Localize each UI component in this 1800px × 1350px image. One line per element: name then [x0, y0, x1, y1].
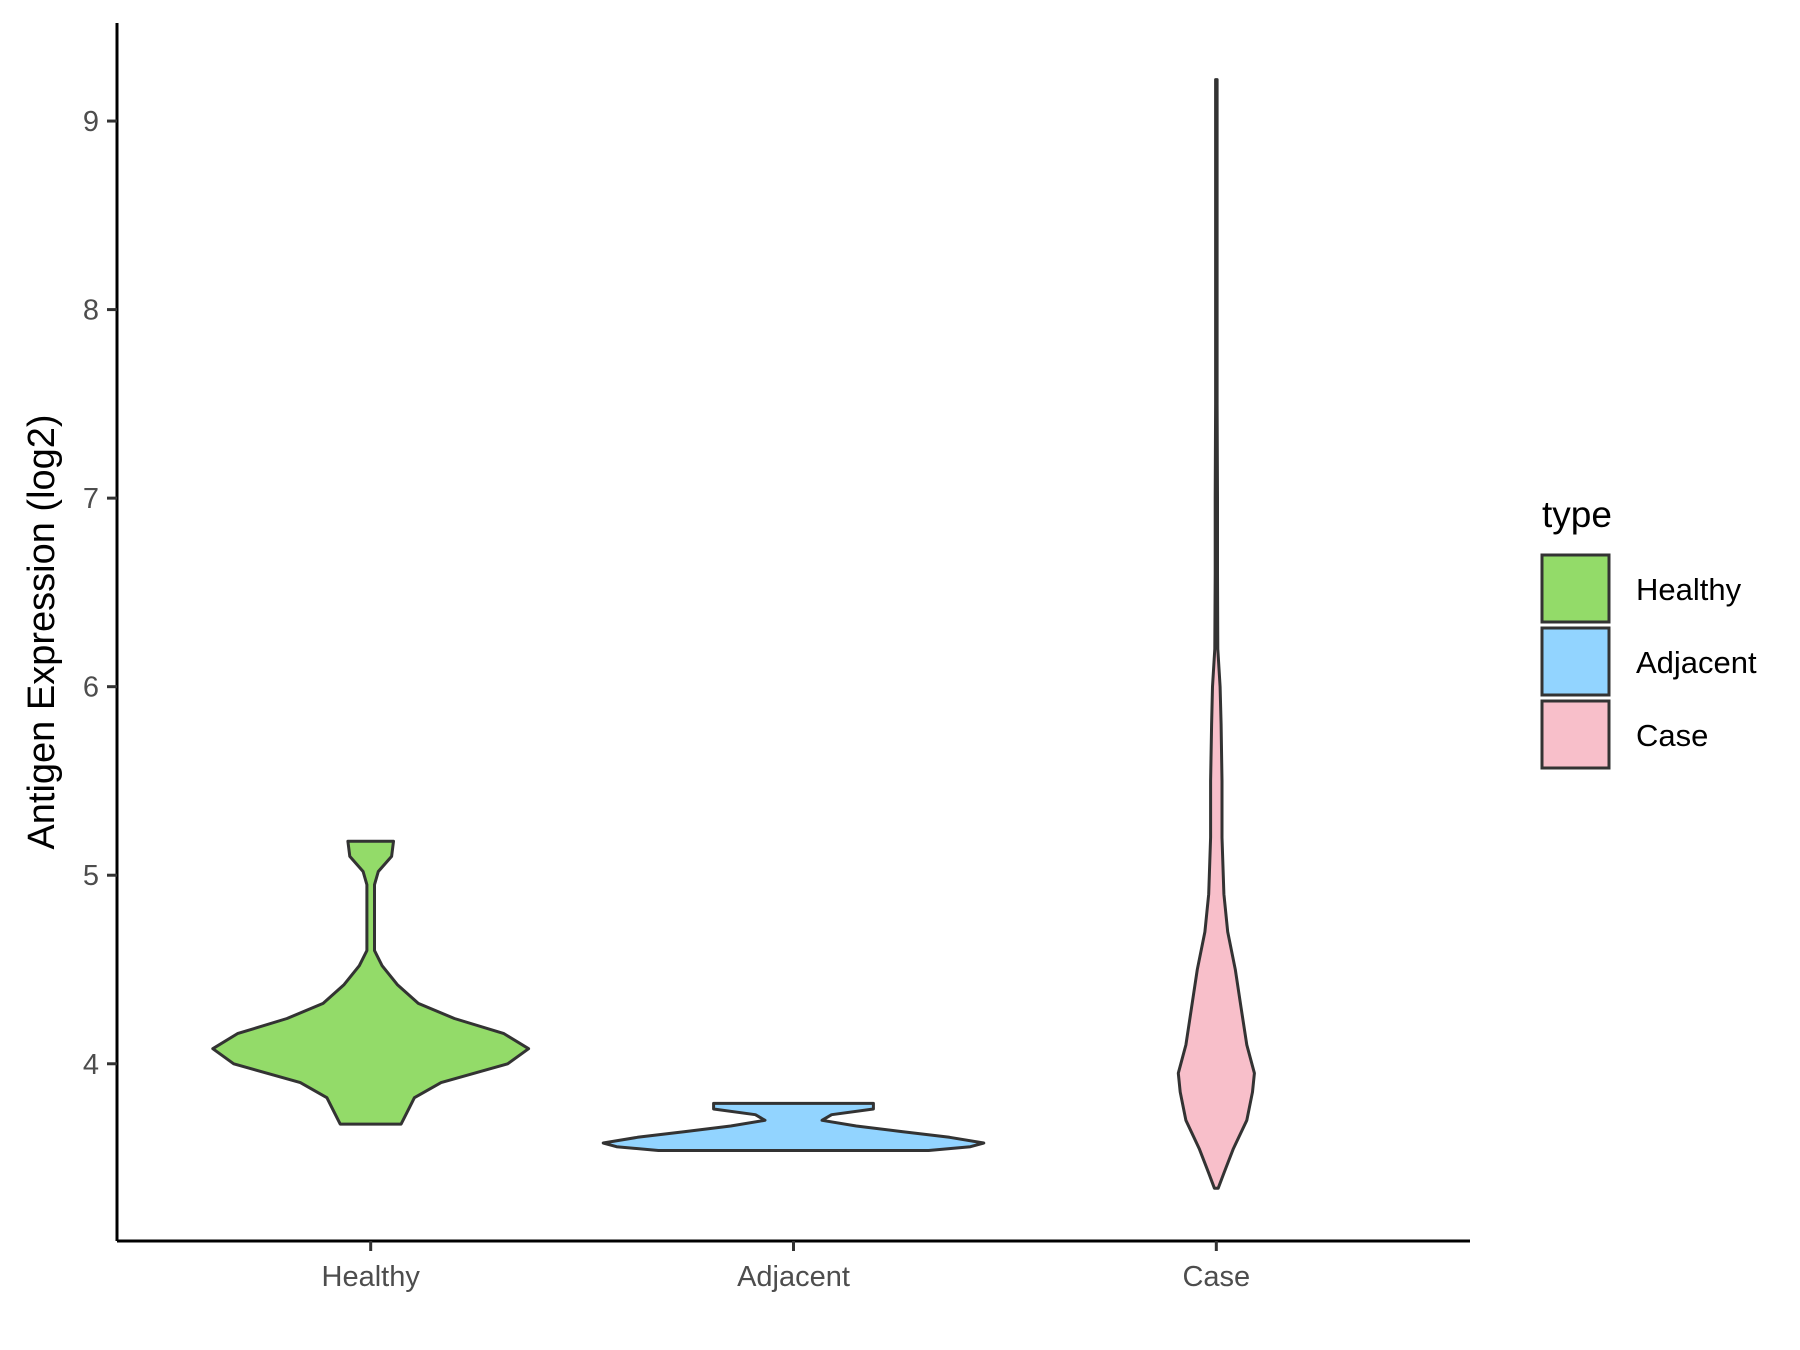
violin-group [211, 78, 1256, 1190]
legend-swatch-adjacent [1540, 626, 1611, 697]
x-tick-label: Case [1182, 1261, 1250, 1293]
x-axis-ticks: Healthy Adjacent Case [322, 1241, 1250, 1293]
x-tick-label: Healthy [322, 1261, 421, 1293]
legend-swatch-case [1540, 699, 1611, 770]
y-tick-label: 8 [83, 295, 99, 327]
violin-case [1176, 78, 1256, 1190]
y-axis-ticks: 4 5 6 7 8 9 [83, 106, 117, 1081]
legend-label-healthy: Healthy [1636, 572, 1742, 607]
y-tick-label: 7 [83, 483, 99, 515]
legend-label-case: Case [1636, 718, 1708, 753]
legend-label-adjacent: Adjacent [1636, 645, 1757, 680]
y-axis-title: Antigen Expression (log2) [21, 414, 63, 849]
legend-swatch-healthy [1540, 553, 1611, 624]
y-tick-label: 9 [83, 106, 99, 138]
y-tick-label: 4 [83, 1049, 99, 1081]
violin-healthy [211, 839, 531, 1126]
y-tick-label: 6 [83, 672, 99, 704]
x-tick-label: Adjacent [737, 1261, 850, 1293]
violin-adjacent [601, 1101, 986, 1152]
y-tick-label: 5 [83, 860, 99, 892]
legend: type Healthy Adjacent Case [1540, 494, 1757, 770]
legend-title: type [1542, 494, 1612, 535]
